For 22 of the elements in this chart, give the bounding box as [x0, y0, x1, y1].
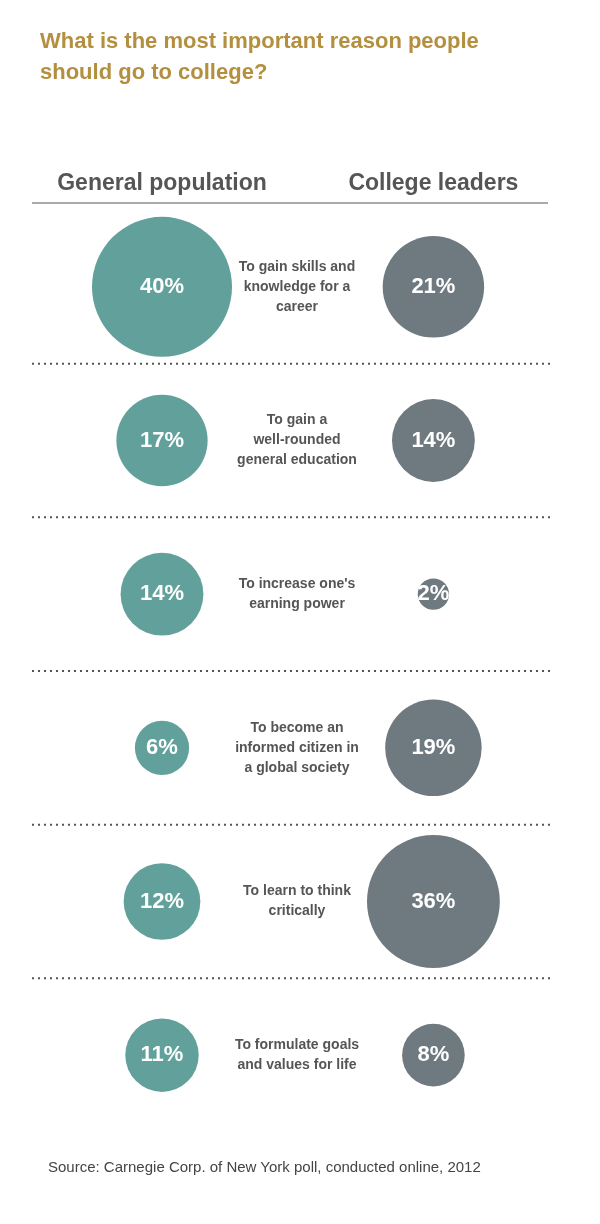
category-label: To gain skills and knowledge for a career: [238, 257, 356, 314]
data-label: 40%: [139, 272, 185, 298]
category-label: To increase one's earning power: [238, 575, 356, 612]
data-label: 14%: [139, 580, 185, 606]
data-label: 21%: [411, 272, 456, 298]
data-label: 12%: [139, 887, 185, 913]
data-label: 17%: [139, 426, 185, 452]
data-label: 14%: [411, 426, 456, 452]
data-label: 6%: [146, 733, 178, 759]
text: What is the most important reason people should go to college?: [40, 28, 479, 84]
text: College leaders: [348, 169, 519, 195]
category-label: To formulate goals and values for life: [234, 1036, 360, 1073]
category-label: To learn to think critically: [243, 882, 352, 919]
category-label: To become an informed citizen in a global society: [235, 718, 359, 775]
source-note: Source: Carnegie Corp. of New York poll, conducted online, 2012: [48, 1158, 481, 1175]
series-label: General population: [57, 169, 267, 195]
category-label: To gain a well-rounded general education: [237, 411, 357, 468]
data-label: 36%: [411, 887, 456, 913]
data-label: 8%: [417, 1041, 450, 1067]
data-label: 2%: [417, 580, 450, 606]
data-label: 11%: [140, 1041, 184, 1067]
data-label: 19%: [411, 733, 456, 759]
